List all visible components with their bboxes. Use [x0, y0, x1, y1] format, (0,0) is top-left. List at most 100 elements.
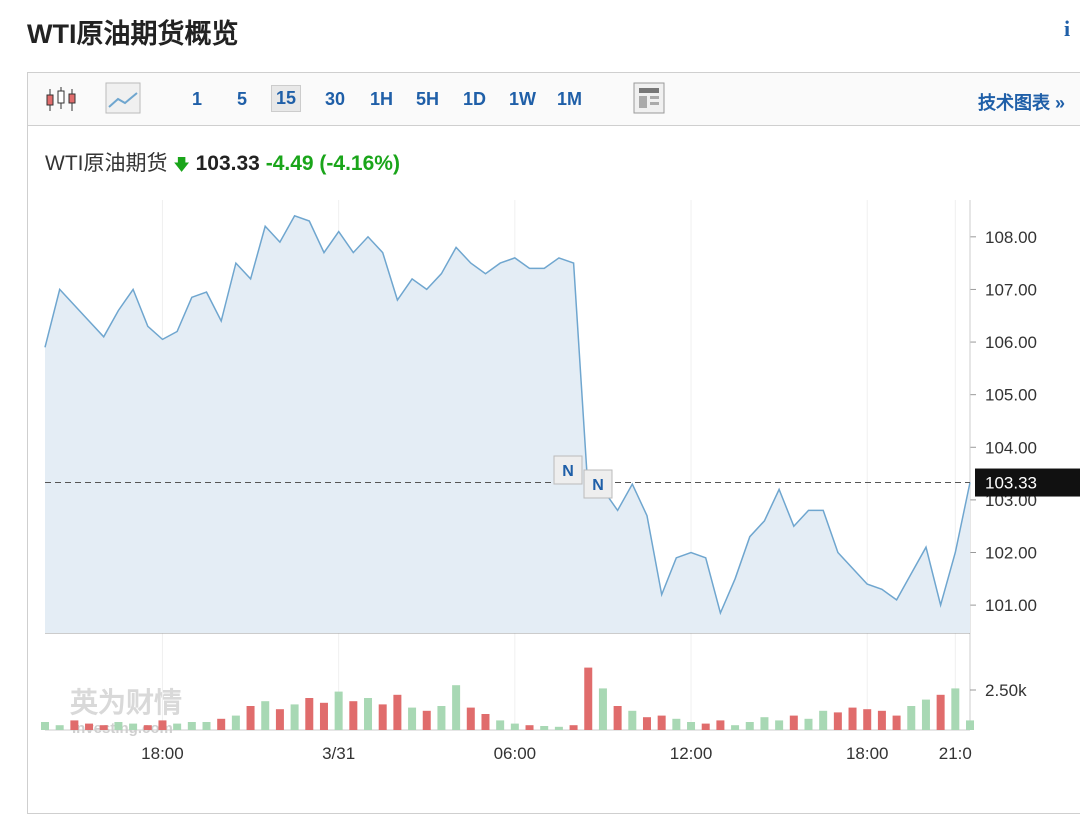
volume-bar	[701, 723, 710, 730]
page-title: WTI原油期货概览	[27, 19, 239, 49]
volume-bar	[290, 704, 299, 730]
volume-bar	[657, 715, 666, 730]
volume-bar	[716, 720, 725, 730]
news-icon[interactable]	[630, 79, 670, 119]
interval-button[interactable]: 1W	[509, 89, 536, 109]
volume-bar	[143, 725, 152, 730]
interval-button[interactable]: 1D	[463, 89, 487, 109]
info-button[interactable]: i	[1064, 16, 1071, 41]
volume-bar	[378, 704, 387, 730]
x-tick-label: 18:00	[141, 744, 184, 763]
volume-bar	[598, 688, 607, 730]
volume-bar	[99, 725, 108, 730]
area	[45, 215, 970, 634]
volume-bar	[745, 722, 754, 730]
interval-button[interactable]: 30	[325, 89, 346, 109]
volume-bar	[687, 722, 696, 730]
candle-icon[interactable]	[42, 81, 82, 121]
volume-bar	[877, 710, 886, 730]
news-marker	[553, 455, 583, 485]
x-tick-label: 12:00	[670, 744, 713, 763]
volume-bar	[863, 709, 872, 730]
volume-bar	[202, 722, 211, 730]
volume-bar	[41, 722, 49, 730]
volume-bar	[261, 701, 270, 730]
volume-bar	[408, 707, 417, 730]
volume-bar	[319, 702, 328, 730]
volume-bar	[275, 709, 284, 730]
y-tick-label: 108.00	[985, 228, 1037, 247]
volume-bar	[364, 698, 373, 730]
volume-bar	[936, 694, 945, 730]
volume-bar	[129, 723, 138, 730]
volume-bar	[966, 720, 974, 730]
down-arrow: 🡇	[173, 157, 190, 174]
volume-bar	[540, 726, 549, 730]
volume-bar	[422, 710, 431, 730]
volume-bar	[334, 691, 343, 730]
volume-bar	[173, 723, 182, 730]
volume-bar	[892, 715, 901, 730]
news-marker-label: N	[592, 477, 604, 494]
interval-button[interactable]: 15	[271, 85, 302, 112]
x-tick-label: 3/31	[322, 744, 355, 763]
chart-panel: 1 5 15 30 1H 5H 1D 1W 1M 技术图表 » WTI原油期货 🡇 103.33…	[27, 72, 1080, 814]
volume-bar	[921, 699, 930, 730]
volume-bar	[85, 723, 94, 730]
interval-button[interactable]: 5H	[416, 89, 440, 109]
interval-button[interactable]: 1H	[370, 89, 394, 109]
volume-bar	[833, 712, 842, 730]
y-tick-label: 104.00	[985, 438, 1037, 457]
volume-bar	[481, 714, 490, 730]
volume-bar	[819, 710, 828, 730]
y-tick-label: 107.00	[985, 280, 1037, 299]
news-marker-label: N	[562, 463, 574, 480]
volume-bar	[951, 688, 960, 730]
volume-bar	[496, 720, 505, 730]
last-price-label: 103.33	[985, 474, 1037, 493]
toolbar: 1 5 15 30 1H 5H 1D 1W 1M 技术图表 »	[28, 73, 1080, 126]
volume-bar	[584, 667, 593, 730]
x-tick-label: 21:0	[939, 744, 972, 763]
watermark: Investing.com	[72, 720, 173, 737]
volume-bar	[349, 701, 358, 730]
technical-chart-link[interactable]: 技术图表 »	[978, 93, 1066, 113]
x-tick-label: 18:00	[846, 744, 889, 763]
volume-bar	[187, 722, 196, 730]
volume-bar	[672, 718, 681, 730]
y-tick-label: 105.00	[985, 386, 1037, 405]
quote-change-pct: (-4.16%)	[319, 152, 400, 175]
volume-bar	[907, 706, 916, 730]
interval-button[interactable]: 1	[192, 89, 203, 109]
y-tick-label: 101.00	[985, 596, 1037, 615]
interval-button[interactable]: 1M	[557, 89, 583, 109]
quote-name: WTI原油期货	[45, 152, 168, 175]
volume-bar	[70, 720, 79, 730]
volume-bar	[760, 717, 769, 730]
quote-price: 103.33	[195, 152, 260, 175]
volume-bar	[525, 725, 534, 730]
volume-bar	[775, 720, 784, 730]
volume-bar	[789, 715, 798, 730]
volume-bar	[804, 718, 813, 730]
volume-bar	[437, 706, 446, 730]
news-marker	[583, 469, 613, 499]
volume-bar	[55, 725, 64, 730]
volume-bar	[231, 715, 240, 730]
last-price-box	[975, 468, 1080, 497]
quote-change: -4.49	[265, 152, 314, 175]
watermark: 英为财情	[70, 687, 182, 718]
y-tick-label: 102.00	[985, 544, 1037, 563]
line-icon[interactable]	[104, 79, 144, 119]
volume-bar	[393, 694, 402, 730]
volume-bar	[628, 710, 637, 730]
volume-bar	[246, 706, 255, 730]
volume-bar	[613, 706, 622, 730]
volume-bar	[554, 726, 563, 730]
volume-bar	[510, 723, 519, 730]
volume-bar	[114, 722, 123, 730]
volume-bar	[158, 720, 167, 730]
interval-button[interactable]: 5	[237, 89, 248, 109]
